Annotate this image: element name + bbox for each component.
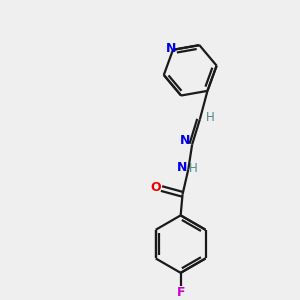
Text: N: N: [177, 161, 188, 174]
Text: F: F: [176, 286, 185, 299]
Text: N: N: [180, 134, 190, 147]
Text: O: O: [150, 181, 161, 194]
Text: N: N: [166, 42, 176, 55]
Text: H: H: [206, 111, 215, 124]
Text: H: H: [189, 162, 197, 175]
